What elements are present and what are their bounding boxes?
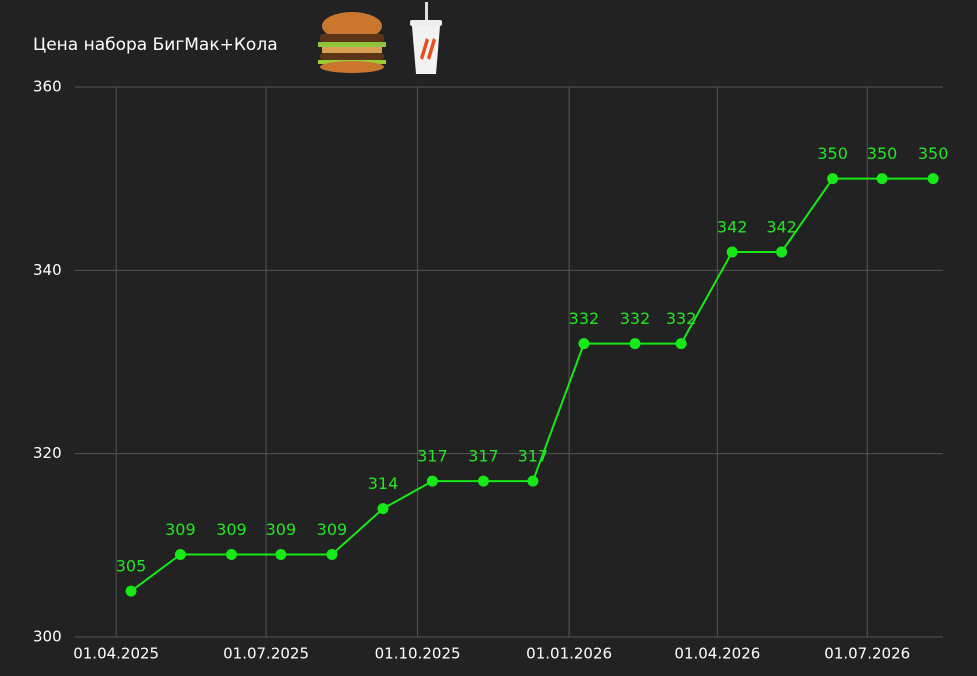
y-tick-label: 320: [33, 444, 62, 462]
data-label: 309: [216, 520, 247, 539]
data-point: [827, 173, 839, 185]
data-label: 309: [165, 520, 196, 539]
data-point: [125, 585, 137, 597]
burger-icon: [318, 12, 386, 73]
x-tick-label: 01.01.2026: [526, 645, 612, 663]
data-point: [326, 549, 338, 560]
data-point: [629, 338, 641, 350]
data-label: 332: [666, 309, 697, 328]
x-tick-label: 01.10.2025: [375, 645, 461, 663]
data-point: [675, 338, 687, 350]
x-tick-label: 01.04.2025: [73, 645, 159, 663]
data-point: [377, 503, 389, 515]
data-label: 317: [468, 447, 499, 466]
data-label: 342: [717, 218, 748, 237]
chart-title: Цена набора БигМак+Кола: [33, 35, 278, 55]
data-label: 314: [368, 474, 399, 493]
x-tick-label: 01.07.2026: [824, 645, 910, 663]
data-point: [275, 549, 287, 560]
data-point: [726, 246, 738, 258]
data-label: 309: [317, 520, 348, 539]
data-point: [776, 246, 788, 258]
data-label: 309: [266, 520, 297, 539]
data-point: [927, 173, 939, 185]
data-point: [578, 338, 590, 350]
x-tick-label: 01.07.2025: [223, 645, 309, 663]
data-label: 350: [918, 144, 949, 163]
data-point: [876, 173, 888, 185]
data-label: 342: [766, 218, 797, 237]
data-label: 317: [518, 447, 549, 466]
data-point: [527, 475, 539, 487]
data-point: [426, 475, 438, 487]
data-point: [225, 549, 237, 560]
data-label: 332: [569, 309, 600, 328]
y-tick-label: 340: [33, 261, 62, 279]
data-label: 332: [620, 309, 651, 328]
data-label: 350: [817, 144, 848, 163]
data-label: 305: [116, 557, 147, 576]
data-label: 317: [417, 447, 448, 466]
y-tick-label: 360: [33, 78, 62, 96]
data-point: [174, 549, 186, 560]
y-tick-label: 300: [33, 628, 62, 646]
cup-icon: [410, 2, 442, 74]
data-label: 350: [867, 144, 898, 163]
x-tick-label: 01.04.2026: [674, 645, 760, 663]
data-point: [477, 475, 489, 487]
